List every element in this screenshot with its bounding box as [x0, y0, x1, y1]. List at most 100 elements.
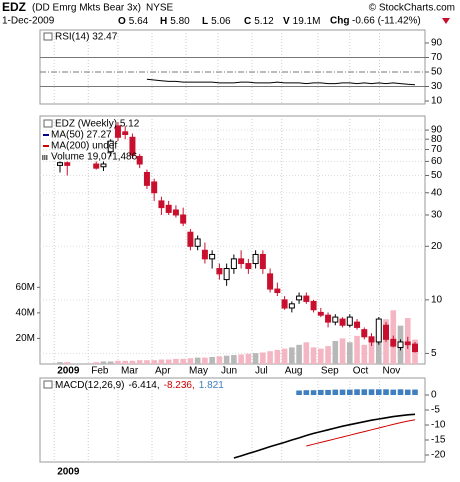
legend-icon [43, 380, 53, 389]
candle-body [64, 162, 71, 166]
volume-bar [310, 347, 317, 364]
legend-swatch [44, 155, 46, 160]
quote-value: 5.64 [129, 16, 149, 27]
candle-body [259, 253, 266, 270]
candle-body [194, 238, 201, 247]
candle-body [172, 209, 179, 216]
macd-histogram-bar [368, 389, 375, 396]
volume-tick-label: 40M [16, 308, 35, 319]
candle-body [223, 268, 230, 281]
quote-item: V 19.1M [283, 16, 320, 27]
y-tick-label: 40 [431, 187, 443, 198]
candle-body [412, 343, 419, 353]
volume-bar [158, 359, 165, 364]
volume-bar [346, 342, 353, 364]
macd-histogram-bar [397, 389, 404, 396]
candle-body [216, 268, 223, 275]
quote-label: C [244, 16, 251, 27]
x-tick-label: Jun [221, 366, 237, 377]
panel-frame [39, 29, 426, 105]
y-tick-label: -10 [431, 420, 446, 431]
candle-body [129, 136, 136, 156]
volume-bar [368, 340, 375, 364]
legend-label: MA(200) undef [51, 141, 117, 152]
volume-bar [267, 351, 273, 364]
y-tick-label: 50 [431, 67, 443, 78]
candle-body [180, 214, 187, 224]
macd-histogram-bar [310, 390, 317, 396]
change: -0.66 (-11.42%) [352, 16, 421, 27]
y-tick-label: 80 [431, 134, 443, 145]
y-tick-label: 0 [431, 390, 437, 401]
x-tick-label: Sep [321, 366, 339, 377]
candle-body [281, 299, 288, 309]
candle-body [332, 316, 339, 323]
volume-bar [289, 347, 295, 364]
legend-label: -8.236, [164, 380, 195, 391]
quote-label: O [118, 16, 126, 27]
y-tick-label: 90 [431, 125, 443, 136]
candle-body [390, 338, 397, 347]
change-label: Chg [330, 16, 349, 27]
candle-body [383, 324, 390, 340]
volume-tick-label: 60M [16, 282, 35, 293]
volume-bar [216, 356, 223, 364]
volume-bar [209, 356, 215, 364]
candle-body [100, 163, 107, 168]
quote-item: O 5.64 [118, 16, 149, 27]
candle-body [238, 258, 245, 265]
macd-histogram-bar [325, 389, 331, 396]
rsi-line [146, 78, 416, 86]
volume-bar [223, 355, 230, 364]
candle-body [339, 318, 346, 326]
candle-body [201, 249, 208, 260]
volume-bar [332, 340, 339, 364]
y-tick-label: 50 [431, 170, 443, 181]
down-arrow [442, 18, 450, 24]
volume-bar [100, 361, 107, 364]
candle-body [404, 341, 411, 346]
volume-bar [173, 358, 179, 364]
candle-body [397, 341, 404, 348]
legend-label: Volume 19,071,486 [51, 152, 138, 163]
x-tick-label: Jul [255, 366, 268, 377]
symbol: EDZ [2, 0, 26, 14]
x-tick-label: Oct [353, 366, 369, 377]
quote-value: 5.12 [254, 16, 274, 27]
x-tick-label: 2009 [57, 366, 80, 377]
candle-body [288, 303, 295, 309]
volume-bar [274, 349, 281, 364]
macd-line [233, 413, 416, 459]
macd-histogram-bar [383, 389, 389, 396]
volume-bar [136, 360, 143, 364]
candle-body [274, 288, 281, 293]
y-tick-label: -20 [431, 450, 446, 461]
quote-item: L 5.06 [202, 16, 231, 27]
volume-bar [252, 353, 259, 364]
quote-label: L [202, 16, 208, 27]
macd-histogram-bar [332, 389, 339, 396]
macd-histogram-bar [303, 390, 310, 396]
macd-line [306, 419, 416, 447]
candle-body [317, 311, 324, 316]
volume-bar [202, 357, 208, 364]
quote-value: 5.80 [170, 16, 190, 27]
candle-body [107, 140, 114, 153]
volume-bar [64, 362, 71, 364]
panel-title: EDZ (Weekly) 5.12 [55, 119, 140, 130]
volume-bar [318, 348, 324, 364]
legend-icon [43, 119, 53, 128]
candle-body [361, 329, 368, 338]
macd-histogram-bar [375, 389, 382, 396]
candle-body [303, 295, 310, 302]
volume-bar [187, 358, 194, 364]
legend-label: 1.821 [199, 380, 224, 391]
candle-body [56, 162, 63, 166]
volume-bar [115, 360, 121, 364]
volume-bar [194, 357, 201, 364]
quote-value: 5.06 [211, 16, 231, 27]
candle-body [122, 131, 129, 136]
macd-histogram-bar [404, 389, 411, 396]
